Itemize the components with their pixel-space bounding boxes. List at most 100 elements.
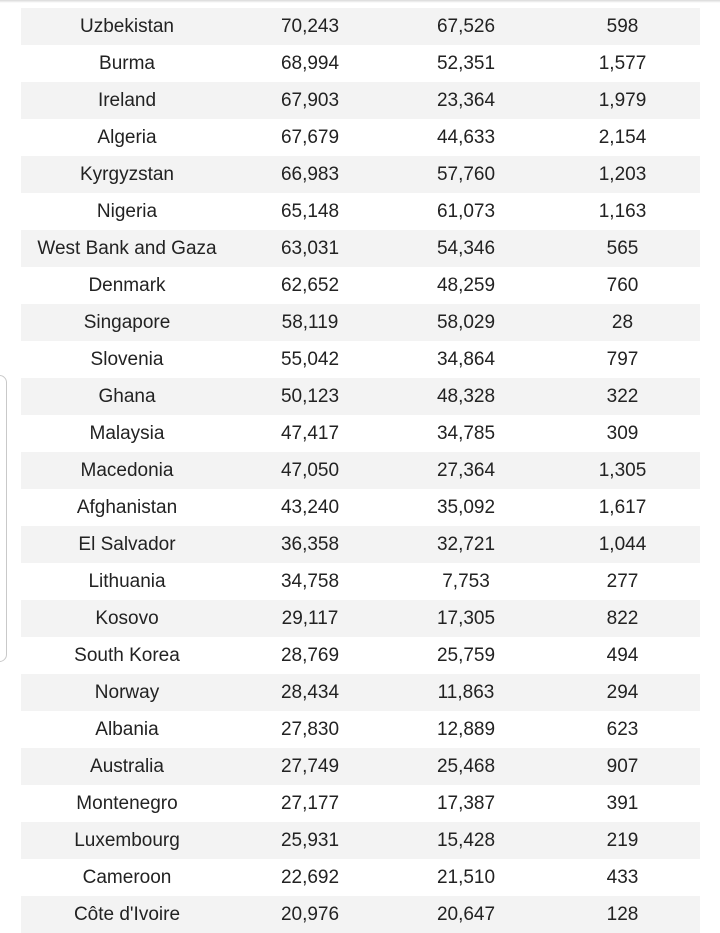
value-cell-1: 66,983 [233, 156, 387, 193]
value-cell-3: 309 [606, 422, 639, 444]
country-cell: Ireland [21, 82, 233, 119]
value-cell-1: 25,931 [233, 822, 387, 859]
value-cell-2: 44,633 [436, 126, 496, 148]
table-row: Kosovo 29,117 17,305 822 [21, 600, 700, 637]
table-row: Denmark 62,652 48,259 760 [21, 267, 700, 304]
value-cell-3: 1,163 [598, 200, 647, 222]
value-cell-3: 1,617 [598, 496, 647, 518]
value-cell-1: 58,119 [233, 304, 387, 341]
value-cell-2: 27,364 [387, 452, 545, 489]
value-cell-3: 277 [606, 570, 639, 592]
table-row: Lithuania 34,758 7,753 277 [21, 563, 700, 600]
value-cell-2: 17,387 [436, 792, 496, 814]
value-cell-1: 27,749 [233, 748, 387, 785]
country-cell: Lithuania [88, 570, 166, 592]
value-cell-2: 21,510 [436, 866, 496, 888]
value-cell-3: 322 [545, 378, 700, 415]
value-cell-3: 565 [545, 230, 700, 267]
value-cell-3: 907 [545, 748, 700, 785]
country-cell: South Korea [74, 644, 180, 666]
value-cell-1: 29,117 [233, 600, 387, 637]
country-cell: Singapore [21, 304, 233, 341]
country-cell: Albania [95, 718, 159, 740]
value-cell-1: 28,769 [280, 644, 340, 666]
value-cell-3: 219 [545, 822, 700, 859]
country-cell: Norway [21, 674, 233, 711]
value-cell-1: 28,434 [233, 674, 387, 711]
table-row: Macedonia 47,050 27,364 1,305 [21, 452, 700, 489]
value-cell-2: 32,721 [387, 526, 545, 563]
value-cell-2: 25,468 [387, 748, 545, 785]
country-cell: El Salvador [21, 526, 233, 563]
value-cell-3: 2,154 [598, 126, 647, 148]
value-cell-2: 58,029 [387, 304, 545, 341]
value-cell-2: 12,889 [436, 718, 496, 740]
value-cell-1: 50,123 [233, 378, 387, 415]
value-cell-3: 760 [606, 274, 639, 296]
country-cell: Denmark [88, 274, 166, 296]
table-row: Singapore 58,119 58,029 28 [21, 304, 700, 341]
country-cell: Slovenia [90, 348, 164, 370]
value-cell-2: 34,785 [436, 422, 496, 444]
table-row: South Korea 28,769 25,759 494 [21, 637, 700, 674]
table-row: Luxembourg 25,931 15,428 219 [21, 822, 700, 859]
table-row: Cameroon 22,692 21,510 433 [21, 859, 700, 896]
side-drawer-handle[interactable] [0, 375, 7, 662]
country-cell: Afghanistan [76, 496, 178, 518]
value-cell-3: 623 [606, 718, 639, 740]
table-row: Ireland 67,903 23,364 1,979 [21, 82, 700, 119]
table-row: Slovenia 55,042 34,864 797 [21, 341, 700, 378]
value-cell-1: 68,994 [280, 52, 340, 74]
value-cell-2: 48,328 [387, 378, 545, 415]
value-cell-2: 67,526 [387, 8, 545, 45]
value-cell-2: 17,305 [387, 600, 545, 637]
table-row: Ghana 50,123 48,328 322 [21, 378, 700, 415]
value-cell-1: 36,358 [233, 526, 387, 563]
country-cell: Algeria [97, 126, 157, 148]
value-cell-1: 63,031 [233, 230, 387, 267]
value-cell-1: 70,243 [233, 8, 387, 45]
country-stats-table: Uzbekistan 70,243 67,526 598 Burma 68,994 52,3… [21, 8, 700, 933]
value-cell-2: 11,863 [387, 674, 545, 711]
value-cell-3: 28 [545, 304, 700, 341]
country-cell: Montenegro [76, 792, 178, 814]
table-row: El Salvador 36,358 32,721 1,044 [21, 526, 700, 563]
table-row: Malaysia 47,417 34,785 309 [21, 415, 700, 452]
table-row: Burma 68,994 52,351 1,577 [21, 45, 700, 82]
value-cell-3: 128 [545, 896, 700, 933]
table-row: West Bank and Gaza 63,031 54,346 565 [21, 230, 700, 267]
country-cell: Côte d'Ivoire [21, 896, 233, 933]
value-cell-3: 1,577 [598, 52, 647, 74]
country-cell: West Bank and Gaza [21, 230, 233, 267]
value-cell-3: 1,044 [545, 526, 700, 563]
table-row: Kyrgyzstan 66,983 57,760 1,203 [21, 156, 700, 193]
value-cell-2: 35,092 [436, 496, 496, 518]
table-row: Montenegro 27,177 17,387 391 [21, 785, 700, 822]
table-row: Norway 28,434 11,863 294 [21, 674, 700, 711]
value-cell-3: 1,305 [545, 452, 700, 489]
table-row: Uzbekistan 70,243 67,526 598 [21, 8, 700, 45]
country-cell: Cameroon [82, 866, 172, 888]
country-cell: Australia [21, 748, 233, 785]
value-cell-2: 7,753 [442, 570, 490, 592]
value-cell-3: 294 [545, 674, 700, 711]
value-cell-3: 391 [606, 792, 639, 814]
value-cell-2: 48,259 [436, 274, 496, 296]
country-cell: Kyrgyzstan [21, 156, 233, 193]
value-cell-3: 1,203 [545, 156, 700, 193]
country-cell: Luxembourg [21, 822, 233, 859]
value-cell-1: 67,903 [233, 82, 387, 119]
table-row: Afghanistan 43,240 35,092 1,617 [21, 489, 700, 526]
value-cell-1: 62,652 [280, 274, 340, 296]
value-cell-3: 797 [606, 348, 639, 370]
table-row: Algeria 67,679 44,633 2,154 [21, 119, 700, 156]
top-shadow [0, 0, 720, 3]
value-cell-2: 57,760 [387, 156, 545, 193]
country-cell: Kosovo [21, 600, 233, 637]
table-row: Australia 27,749 25,468 907 [21, 748, 700, 785]
table-row: Côte d'Ivoire 20,976 20,647 128 [21, 896, 700, 933]
value-cell-2: 15,428 [387, 822, 545, 859]
table-row: Nigeria 65,148 61,073 1,163 [21, 193, 700, 230]
value-cell-1: 47,050 [233, 452, 387, 489]
country-cell: Malaysia [89, 422, 165, 444]
